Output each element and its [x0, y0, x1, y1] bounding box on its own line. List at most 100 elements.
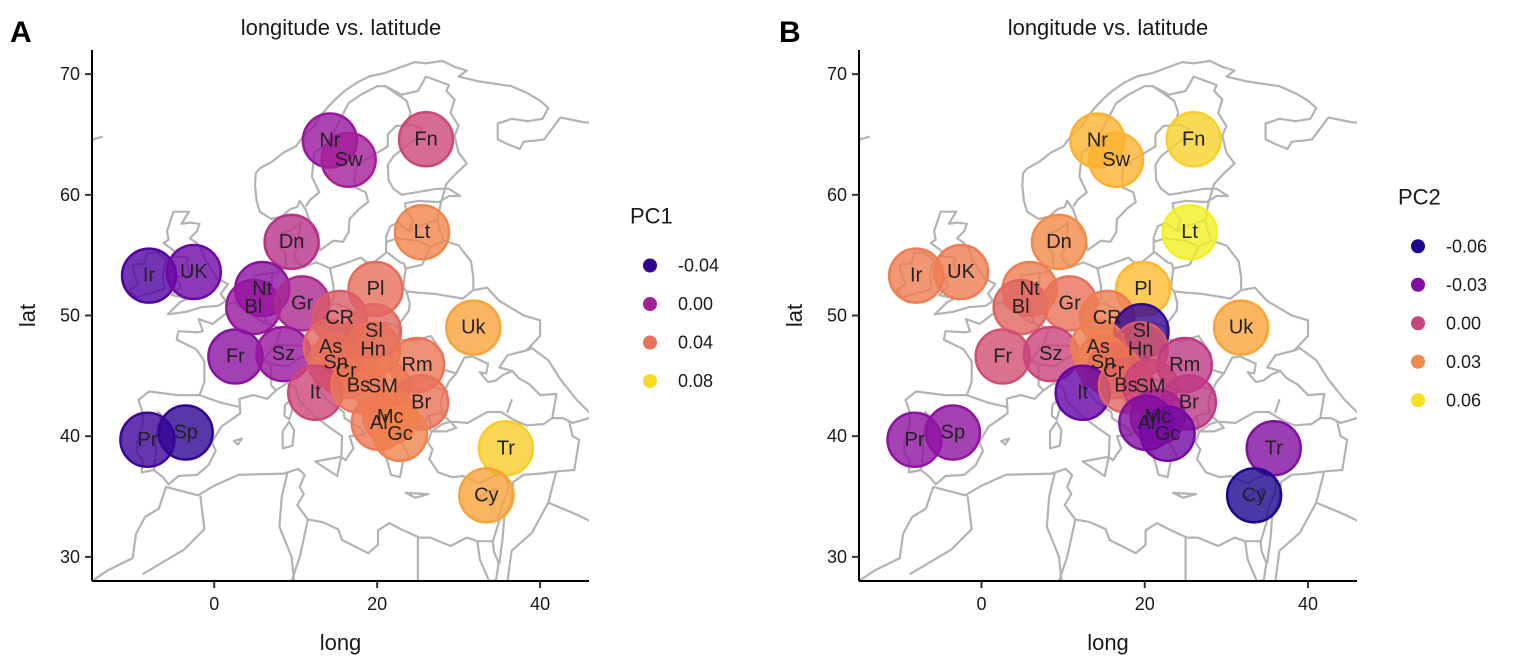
point-label-sn: Sn: [1091, 352, 1115, 374]
map-line: [439, 83, 468, 205]
point-label-cy: Cy: [1242, 484, 1266, 506]
point-label-mc: Mc: [377, 406, 404, 428]
panel-tag: B: [779, 16, 801, 49]
map-line: [551, 417, 589, 424]
map-line: [1045, 471, 1063, 581]
point-label-mc: Mc: [1144, 406, 1171, 428]
point-label-nt: Nt: [1020, 278, 1040, 300]
point-label-uk: Uk: [1229, 317, 1254, 339]
legend-swatch: [643, 374, 657, 388]
point-label-pl: Pl: [367, 278, 385, 300]
point-dn: [1030, 213, 1088, 271]
point-label-bl: Bl: [1012, 296, 1030, 318]
point-label-lt: Lt: [414, 221, 431, 243]
y-tick-label: 70: [827, 64, 847, 84]
x-tick-label: 20: [1135, 594, 1155, 614]
point-label-dn: Dn: [279, 231, 305, 253]
point-label-pr: Pr: [137, 429, 157, 451]
point-label-hn: Hn: [360, 338, 386, 360]
map-line: [859, 135, 870, 144]
point-sw: [320, 131, 377, 189]
point-gc: [1139, 405, 1196, 463]
point-label-sp: Sp: [941, 422, 965, 444]
map-line: [314, 455, 343, 478]
map-line: [442, 239, 475, 292]
point-cy: [1225, 467, 1283, 524]
map-line: [1207, 83, 1236, 205]
map-line: [376, 75, 450, 96]
map-line: [1081, 455, 1110, 478]
legend: PC1 -0.04 0.00 0.04 0.08: [630, 204, 719, 392]
point-label-rm: Rm: [1169, 354, 1200, 376]
point-lt: [1161, 203, 1218, 261]
map-line: [859, 467, 1262, 581]
point-dn: [263, 213, 320, 271]
point-label-cr: Cr: [1103, 360, 1124, 382]
map-line: [1000, 437, 1011, 446]
point-label-sl: Sl: [1133, 320, 1151, 342]
point-label-it: It: [310, 382, 322, 404]
map-line: [1135, 74, 1142, 78]
map-line: [1315, 501, 1357, 522]
point-label-cr: CR: [1093, 307, 1122, 329]
point-label-sl: Sl: [365, 320, 383, 342]
map-line: [1279, 369, 1326, 420]
x-tick-label: 20: [367, 594, 387, 614]
y-tick-label: 40: [827, 426, 847, 446]
panel-tag: A: [10, 16, 32, 49]
point-uk: [1212, 299, 1270, 356]
point-uk: [165, 243, 223, 301]
legend-swatch: [1411, 393, 1425, 408]
y-tick-label: 40: [60, 426, 80, 446]
point-label-sz: Sz: [1039, 343, 1062, 365]
map-line: [142, 495, 206, 575]
point-label-ir: Ir: [143, 265, 156, 287]
y-tick-label: 30: [827, 547, 847, 567]
x-tick-label: 40: [530, 594, 550, 614]
map-line: [198, 394, 242, 409]
point-label-br: Br: [1179, 391, 1199, 413]
map-line: [1172, 491, 1198, 499]
point-label-sw: Sw: [1102, 149, 1130, 171]
point-label-gr: Gr: [1059, 292, 1082, 314]
point-lt: [393, 203, 451, 261]
y-axis-label: lat: [15, 304, 40, 327]
x-tick-label: 40: [1298, 594, 1318, 614]
map-line: [568, 421, 581, 472]
map-line: [476, 540, 500, 581]
legend-swatch: [643, 335, 657, 350]
legend-label: 0.04: [678, 333, 713, 353]
point-sp: [924, 404, 982, 461]
legend-swatch: [643, 297, 657, 311]
point-label-sp: Sp: [173, 422, 197, 444]
point-label-cr: CR: [325, 307, 354, 329]
point-label-sm: SM: [1135, 376, 1165, 398]
legend-label: 0.00: [1446, 313, 1481, 333]
legend-swatch: [1411, 354, 1425, 369]
legend-label: 0.03: [1446, 352, 1481, 372]
point-label-bs: Bs: [1114, 374, 1137, 396]
map-line: [506, 470, 558, 581]
y-tick-label: 50: [60, 306, 80, 326]
point-fn: [1165, 111, 1222, 168]
legend-title: PC2: [1398, 184, 1441, 209]
point-label-nt: Nt: [252, 278, 272, 300]
y-tick-label: 30: [60, 547, 80, 567]
point-label-sn: Sn: [323, 352, 347, 374]
map-line: [1210, 239, 1243, 292]
point-label-hn: Hn: [1128, 338, 1154, 360]
point-uk: [932, 243, 990, 301]
x-tick-label: 0: [209, 594, 219, 614]
point-label-fn: Fn: [414, 128, 437, 150]
point-label-sw: Sw: [335, 149, 363, 171]
map-line: [1319, 417, 1357, 424]
point-label-uk: UK: [180, 261, 208, 283]
legend-label: -0.03: [1446, 275, 1487, 295]
point-label-gc: Gc: [1155, 423, 1181, 445]
point-label-rm: Rm: [402, 354, 433, 376]
map-line: [405, 286, 542, 352]
legend-swatch: [1411, 277, 1425, 292]
